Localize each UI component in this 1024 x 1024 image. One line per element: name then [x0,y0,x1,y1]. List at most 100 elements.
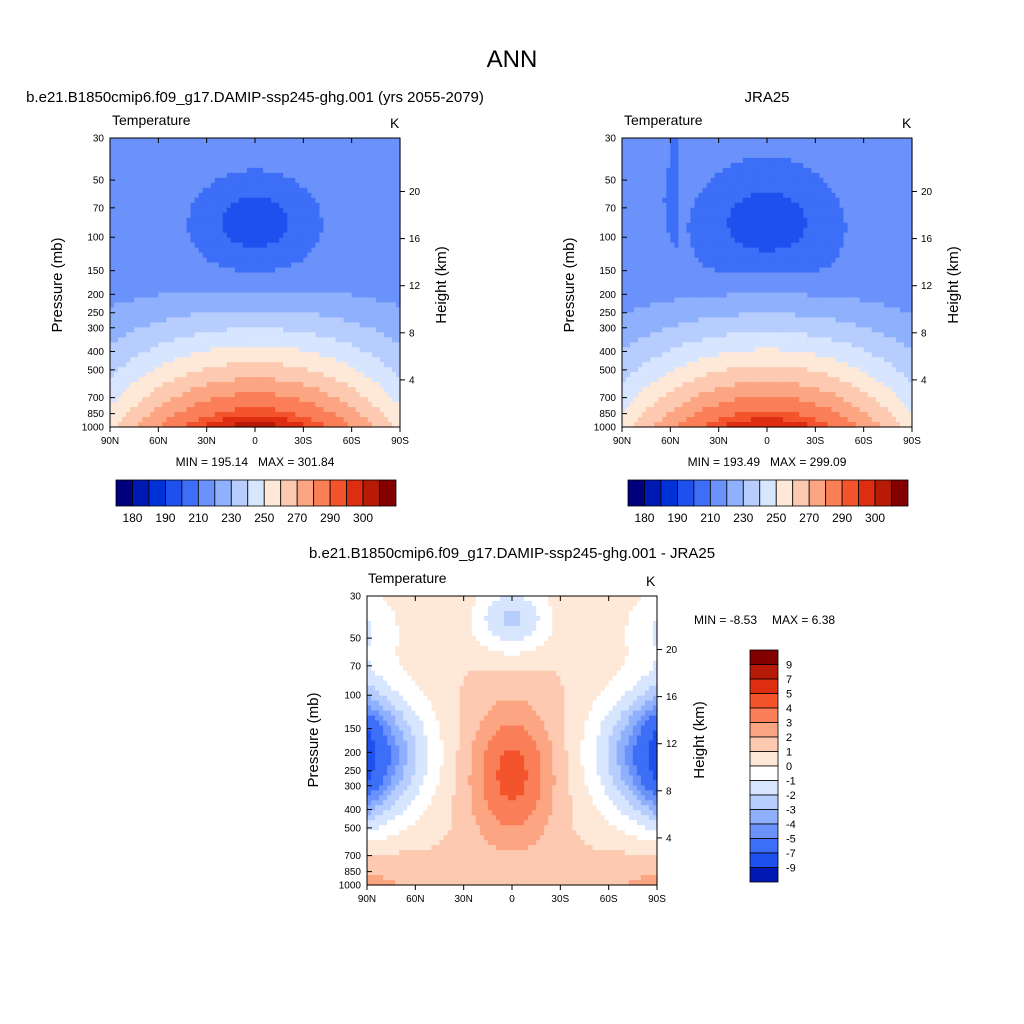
p1-cell [327,362,333,368]
p1-cell [122,372,127,378]
p2-cell [803,152,808,159]
p2-cell [674,167,679,174]
p1-cell [259,377,264,383]
p1-cell [130,342,135,348]
p1-cell [263,197,268,204]
p1-cell [166,322,172,328]
p1-cell [387,257,393,264]
p2-cell [734,162,740,169]
p1-cell [210,277,216,284]
p1-cell [198,307,204,313]
p1-cell [158,177,163,184]
p1-ytick-label: 50 [93,176,105,187]
p1-cell [307,297,312,304]
p1-cell [283,297,288,304]
p1-cell [122,202,127,209]
p1-cell [162,337,167,343]
p1-cell [291,162,296,169]
p2-cell [630,182,635,189]
p1-cell [319,277,325,284]
p1-cell [307,412,312,418]
p1-cell [259,232,264,239]
p1-cell [206,392,212,398]
p1-cell [194,402,200,408]
p1-cell [331,262,337,269]
p1-cell [363,407,369,413]
p1-cell [307,327,312,333]
p1-cell [190,322,196,328]
p2-cell [714,162,720,169]
p1-cell [246,162,252,169]
p1-cell [371,302,377,309]
p1-cell [311,382,317,388]
p1-cell [246,262,252,269]
p1-cell [335,342,341,348]
p1-cell [134,167,139,174]
p1-cell [218,182,224,189]
p1-cell [351,377,357,383]
p1-cell [166,347,172,353]
p2-cell [791,162,796,169]
p1-cell [351,207,357,214]
p1-cell [214,327,220,333]
p1-cell [150,157,155,164]
p1-cell [242,212,248,219]
p1-cell [367,417,373,423]
p1-cell [287,138,292,144]
p1-cell [291,267,296,274]
p1-cell [359,302,365,309]
p1-cell [391,397,397,403]
p1-cell [275,322,280,328]
p2-cell [811,172,816,179]
p1-cell [255,142,260,149]
p1-cell [391,138,397,144]
p1-cell [323,357,329,363]
p1-cell [307,252,312,259]
p1-cell [347,192,353,199]
p1-cell [202,302,208,309]
p1-cell [339,262,345,269]
p1-cell [174,217,180,224]
p1-cell [307,387,312,393]
p1-cell [343,152,349,159]
p1-cell [114,202,119,209]
p1-cell [363,207,369,214]
p1-cell [226,267,232,274]
p1-cell [315,367,321,373]
p1-cell [142,202,147,209]
p1-xtick-label: 30S [294,436,312,447]
p2-cell [863,157,869,164]
p1-cell [395,297,401,304]
p1-cell [343,202,349,209]
p1-cell [359,197,365,204]
p1-cell [126,207,131,214]
p1-cell [234,297,240,304]
p1-cell [335,277,341,284]
p1-cell [166,342,172,348]
p1-cell [138,327,143,333]
p1-cell [263,347,268,353]
p1-cell [202,147,208,154]
p2-cell [666,182,671,189]
p1-cell [150,142,155,149]
p1-cell [134,202,139,209]
p1-cell [206,222,212,229]
p1-cell [122,412,127,418]
p1-colorbar-swatch [247,479,265,507]
p1-cell [359,142,365,149]
p1-cell [130,257,135,264]
p1-cell [263,352,268,358]
p1-cell [234,177,240,184]
p1-cell [214,172,220,179]
p1-cell [238,332,244,338]
p1-cell [387,167,393,174]
p1-cell [375,237,381,244]
p1-cell [283,382,288,388]
p2-cell [847,147,853,154]
p1-cell [343,207,349,214]
p1-cell [295,347,300,353]
p1-cell [190,332,196,338]
p1-cell [351,272,357,279]
p1-cell [230,247,236,254]
p1-cell [283,357,288,363]
